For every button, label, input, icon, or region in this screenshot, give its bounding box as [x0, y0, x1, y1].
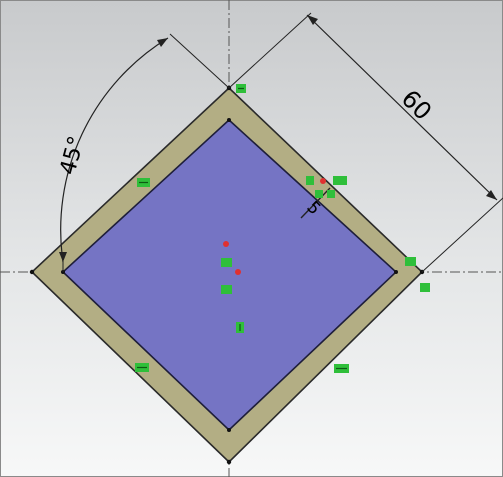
- parallel-relation-icon[interactable]: [306, 176, 347, 198]
- midpoint-relation-icon[interactable]: [334, 364, 349, 373]
- sketch-point-bottom[interactable]: [226, 459, 232, 465]
- midpoint-relation-icon[interactable]: [135, 363, 149, 372]
- horizontal-relation-icon[interactable]: [236, 84, 246, 93]
- fillet-leader-line: [300, 187, 331, 219]
- sketch-point-left[interactable]: [29, 269, 35, 275]
- angle-extension-line: [169, 33, 230, 89]
- angle-arrowhead: [157, 38, 168, 47]
- angle-dimension-arc[interactable]: [60, 37, 169, 263]
- midpoint-relation-icon[interactable]: [137, 178, 150, 187]
- fixed-relation-icon[interactable]: [221, 241, 241, 294]
- coincident-relation-icon[interactable]: [405, 257, 430, 292]
- linear-extension-line: [421, 197, 503, 273]
- linear-dimension-line[interactable]: [306, 14, 498, 201]
- linear-arrowhead: [307, 15, 318, 25]
- sketch-point-inner-top[interactable]: [227, 118, 231, 122]
- linear-extension-line: [228, 12, 312, 89]
- linear-arrowhead: [486, 190, 497, 200]
- sketch-point-inner-right[interactable]: [394, 270, 398, 274]
- sketch-point-inner-bottom[interactable]: [227, 428, 231, 432]
- angle-arrowhead: [59, 252, 67, 262]
- vertical-relation-icon[interactable]: [236, 322, 244, 333]
